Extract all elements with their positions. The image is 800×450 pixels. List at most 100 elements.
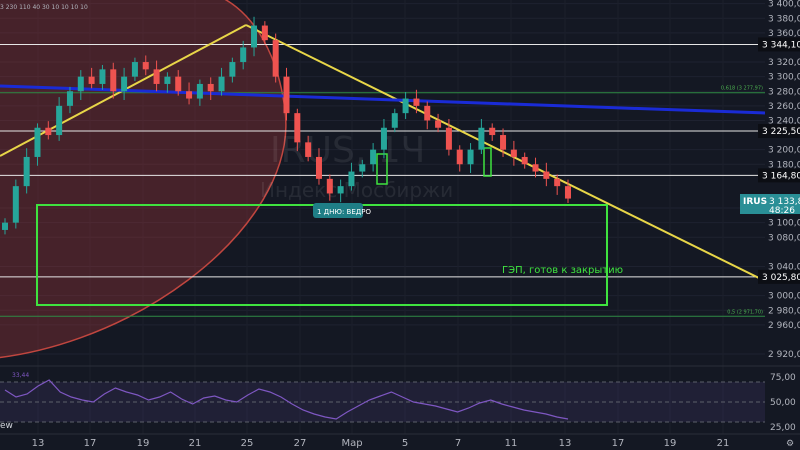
rsi-tick-label: 25,00 [770, 423, 796, 433]
candle-body [435, 120, 442, 128]
candle-body [359, 164, 366, 172]
x-tick-label: 11 [505, 438, 518, 449]
x-tick-label: 21 [189, 438, 202, 449]
rsi-tick-label: 50,00 [770, 398, 796, 408]
candle-body [240, 47, 247, 63]
x-tick-label: 13 [32, 438, 45, 449]
last-price-value: 3 133,81 [769, 197, 800, 207]
candle-body [424, 105, 431, 121]
rsi-value-label: 33,44 [12, 372, 29, 379]
y-tick-label: 3 240,00 [768, 116, 800, 126]
candle-body [565, 186, 571, 199]
candle-body [88, 76, 95, 84]
candle-body [153, 69, 160, 84]
x-tick-label: 19 [664, 438, 677, 449]
candle-body [12, 186, 19, 223]
y-tick-label: 3 040,00 [768, 262, 800, 272]
y-tick-label: 3 260,00 [768, 102, 800, 112]
level-label-bg [758, 168, 800, 183]
candle-body [532, 164, 539, 172]
candle-body [110, 69, 117, 92]
candle-body [2, 222, 8, 230]
x-tick-label: 17 [84, 438, 97, 449]
x-tick-label: 17 [612, 438, 625, 449]
candle-body [348, 171, 355, 187]
level-label-bg [758, 124, 800, 139]
candle-body [510, 149, 517, 157]
rsi-panel[interactable]: 75,00 50,00 25,00 33,44 [0, 365, 800, 433]
candle-body [326, 178, 333, 194]
candle-body [380, 127, 387, 150]
downtrend-line[interactable] [245, 24, 766, 282]
candle-body [56, 105, 63, 136]
last-price-label: IRUS 3 133,81 48:26 [740, 194, 800, 216]
small-green-box-1 [376, 153, 388, 185]
y-tick-label: 2 980,00 [768, 306, 800, 316]
settings-gear-icon[interactable]: ⚙ [786, 439, 794, 449]
candle-body [305, 142, 312, 157]
grid [0, 3, 765, 355]
candle-body [294, 113, 301, 143]
candle-body [337, 186, 344, 194]
fib-label: 0,5 (2 971,70) [727, 309, 763, 315]
candle-body [489, 127, 496, 136]
candle-body [391, 113, 398, 128]
branding-fragment: ew [0, 421, 13, 431]
candle-body [445, 127, 452, 150]
candle-body [34, 127, 41, 157]
candles [2, 16, 571, 235]
y-tick-label: 3 280,00 [768, 87, 800, 97]
level-labels: 3 344,10 3 225,50 3 164,80 3 025,80 [758, 37, 800, 284]
gap-note: ГЭП, готов к закрытию [502, 265, 623, 276]
candle-body [370, 149, 377, 165]
candle-body [45, 127, 52, 136]
x-tick-label: 13 [559, 438, 572, 449]
candle-body [500, 135, 507, 150]
candle-body [554, 178, 561, 187]
ohlc-readout: 3 230 110 40 30 10 10 10 10 [0, 4, 88, 11]
last-price-symbol: IRUS [743, 197, 767, 207]
candle-body [478, 127, 485, 150]
y-tick-label: 3 320,00 [768, 58, 800, 68]
y-tick-label: 3 360,00 [768, 29, 800, 39]
candle-body [521, 156, 528, 165]
candle-body [23, 156, 30, 187]
y-tick-label: 3 400,00 [768, 0, 800, 10]
candle-body [121, 76, 128, 92]
y-tick-label: 3 180,00 [768, 160, 800, 170]
y-tick-label: 3 000,00 [768, 292, 800, 302]
horizontal-levels [0, 43, 765, 278]
x-tick-label: 25 [241, 438, 254, 449]
candle-body [175, 76, 182, 92]
candle-body [142, 62, 149, 70]
last-price-countdown: 48:26 [769, 206, 795, 216]
level-label-bg [758, 269, 800, 284]
candle-body [164, 76, 171, 84]
candle-body [218, 76, 225, 92]
candle-body [283, 76, 290, 114]
dividend-flag[interactable] [313, 203, 363, 218]
y-tick-label: 3 300,00 [768, 73, 800, 83]
candle-body [543, 171, 550, 179]
rsi-line [4, 379, 569, 420]
candle-body [186, 91, 193, 99]
candle-body [99, 69, 106, 84]
small-green-box-2 [483, 147, 492, 177]
candle-body [251, 25, 258, 48]
candle-body [467, 149, 474, 165]
level-label-bg [758, 37, 800, 52]
x-tick-label: 27 [294, 438, 307, 449]
time-axis[interactable]: 13 17 19 21 25 27 Мар 5 7 11 13 17 19 21 [32, 438, 730, 449]
x-tick-label: 5 [402, 438, 408, 449]
candle-body [315, 156, 322, 179]
candle-body [272, 40, 279, 77]
y-tick-label: 3 100,00 [768, 219, 800, 229]
level-label: 3 225,50 [762, 127, 800, 137]
candle-body [66, 91, 73, 106]
candle-body [402, 98, 409, 114]
candle-body [261, 25, 268, 41]
candle-body [229, 62, 236, 77]
dividend-flag-label: 1 ДНЮ: ВЕДРО [317, 208, 371, 216]
blue-trendline[interactable] [0, 84, 766, 115]
